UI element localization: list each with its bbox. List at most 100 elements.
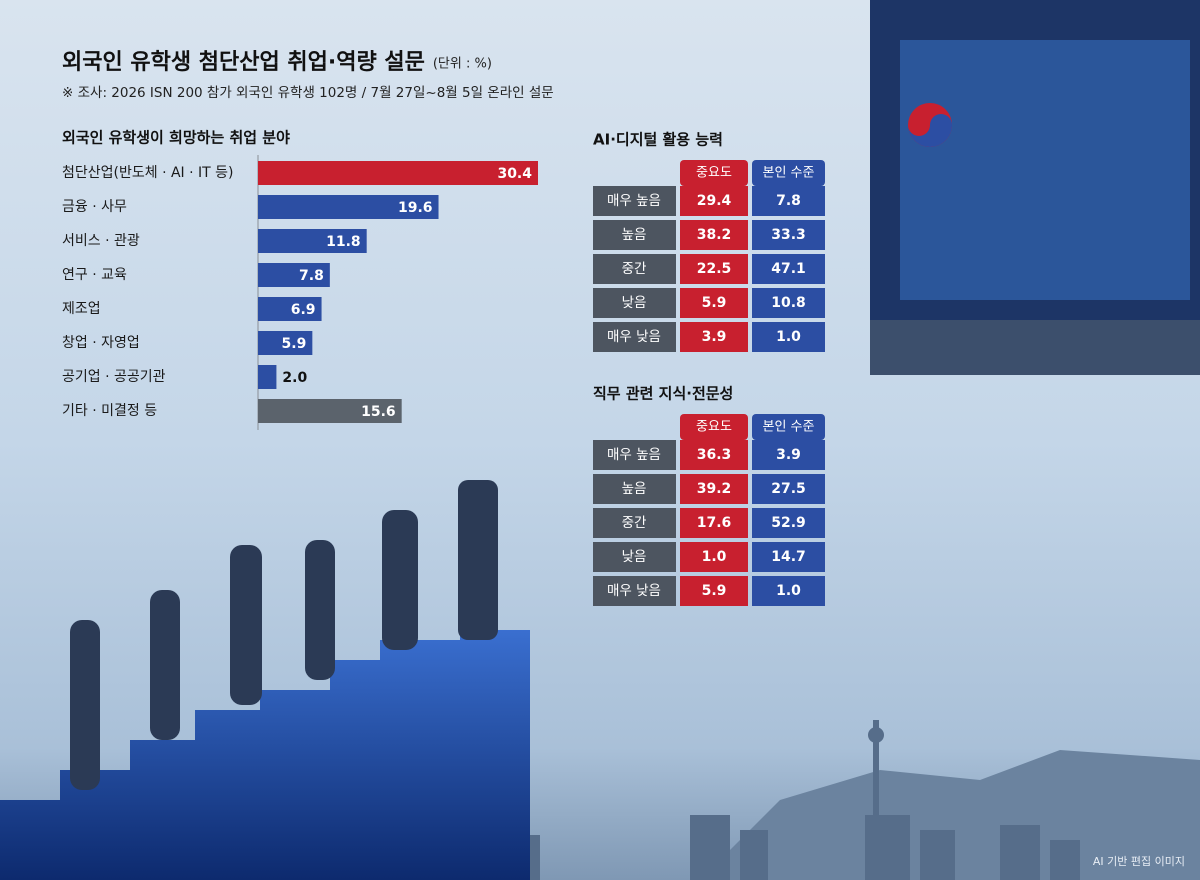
cell: 7.8: [776, 193, 801, 209]
row-label: 높음: [622, 481, 647, 497]
value-label: 11.8: [326, 234, 361, 250]
column-header: 중요도: [696, 420, 732, 435]
row-label: 높음: [622, 227, 647, 243]
stairs: [0, 630, 530, 880]
cell-bg: [752, 220, 825, 250]
value-label: 2.0: [282, 370, 307, 386]
category-label: 첨단산업(반도체 · AI · IT 등): [62, 165, 234, 181]
value-label: 5.9: [282, 336, 307, 352]
cell: 17.6: [697, 515, 732, 531]
credit: AI 기반 편집 이미지: [1093, 855, 1185, 868]
column-header: 본인 수준: [763, 166, 815, 181]
cell-bg: [752, 542, 825, 572]
cell: 1.0: [776, 329, 801, 345]
cell-bg: [752, 508, 825, 538]
cell-bg: [680, 254, 748, 284]
cell: 27.5: [771, 481, 806, 497]
row-label: 중간: [622, 515, 647, 531]
category-label: 창업 · 자영업: [62, 335, 140, 351]
cell: 14.7: [771, 549, 806, 565]
bar: [258, 263, 330, 287]
column-header-bg: [680, 414, 748, 440]
cell: 1.0: [702, 549, 727, 565]
table-title: 직무 관련 지식·전문성: [593, 385, 733, 403]
cell-bg: [752, 474, 825, 504]
cell: 38.2: [697, 227, 732, 243]
bar: [258, 331, 313, 355]
bar: [258, 365, 277, 389]
value-label: 30.4: [497, 166, 532, 182]
row-label: 매우 높음: [607, 447, 661, 463]
title: 외국인 유학생 첨단산업 취업·역량 설문: [62, 50, 425, 75]
source: ※ 조사: 2026 ISN 200 참가 외국인 유학생 102명 / 7월 …: [62, 85, 554, 101]
row-label-bg: [593, 440, 676, 470]
row-label: 낮음: [622, 295, 647, 311]
cell-bg: [680, 542, 748, 572]
row-label: 매우 낮음: [607, 329, 661, 345]
row-label: 낮음: [622, 549, 647, 565]
cell: 33.3: [771, 227, 806, 243]
cell: 36.3: [697, 447, 732, 463]
cell-bg: [752, 576, 825, 606]
category-label: 금융 · 사무: [62, 199, 127, 215]
column-header: 본인 수준: [763, 420, 815, 435]
bar: [258, 399, 402, 423]
table-title: AI·디지털 활용 능력: [593, 131, 723, 149]
row-label-bg: [593, 474, 676, 504]
cell-bg: [752, 254, 825, 284]
chart-title: 외국인 유학생이 희망하는 취업 분야: [62, 129, 290, 147]
building-window: [900, 40, 1190, 300]
cell-bg: [752, 288, 825, 318]
row-label-bg: [593, 508, 676, 538]
bar: [258, 195, 439, 219]
cell-bg: [680, 288, 748, 318]
bar: [258, 161, 538, 185]
building-ledge: [870, 320, 1200, 375]
cell-bg: [680, 220, 748, 250]
cell: 10.8: [771, 295, 806, 311]
cell-bg: [752, 322, 825, 352]
value-label: 7.8: [299, 268, 324, 284]
row-label-bg: [593, 288, 676, 318]
cell: 5.9: [702, 583, 727, 599]
cell: 3.9: [776, 447, 801, 463]
row-label-bg: [593, 542, 676, 572]
row-label-bg: [593, 186, 676, 216]
cell: 22.5: [697, 261, 732, 277]
column-header-bg: [680, 160, 748, 186]
bar: [258, 297, 322, 321]
unit: (단위 : %): [433, 57, 492, 72]
cell: 52.9: [771, 515, 806, 531]
category-label: 공기업 · 공공기관: [62, 369, 166, 385]
bar: [258, 229, 367, 253]
row-label-bg: [593, 254, 676, 284]
column-header-bg: [752, 414, 825, 440]
students: [70, 480, 498, 790]
category-label: 기타 · 미결정 등: [62, 403, 157, 419]
row-label-bg: [593, 322, 676, 352]
cell: 29.4: [697, 193, 732, 209]
value-label: 6.9: [291, 302, 316, 318]
category-label: 서비스 · 관광: [62, 233, 140, 249]
cell-bg: [680, 186, 748, 216]
category-label: 제조업: [62, 301, 101, 317]
value-label: 19.6: [398, 200, 433, 216]
row-label: 매우 낮음: [607, 583, 661, 599]
value-label: 15.6: [361, 404, 396, 420]
row-label: 매우 높음: [607, 193, 661, 209]
cell: 3.9: [702, 329, 727, 345]
row-label-bg: [593, 576, 676, 606]
cell-bg: [680, 508, 748, 538]
cell-bg: [680, 322, 748, 352]
emblem-blue: [908, 114, 952, 147]
cell: 5.9: [702, 295, 727, 311]
row-label: 중간: [622, 261, 647, 277]
cell-bg: [680, 440, 748, 470]
column-header: 중요도: [696, 166, 732, 181]
category-label: 연구 · 교육: [62, 267, 127, 283]
cell-bg: [752, 186, 825, 216]
cell-bg: [680, 576, 748, 606]
cell: 1.0: [776, 583, 801, 599]
column-header-bg: [752, 160, 825, 186]
